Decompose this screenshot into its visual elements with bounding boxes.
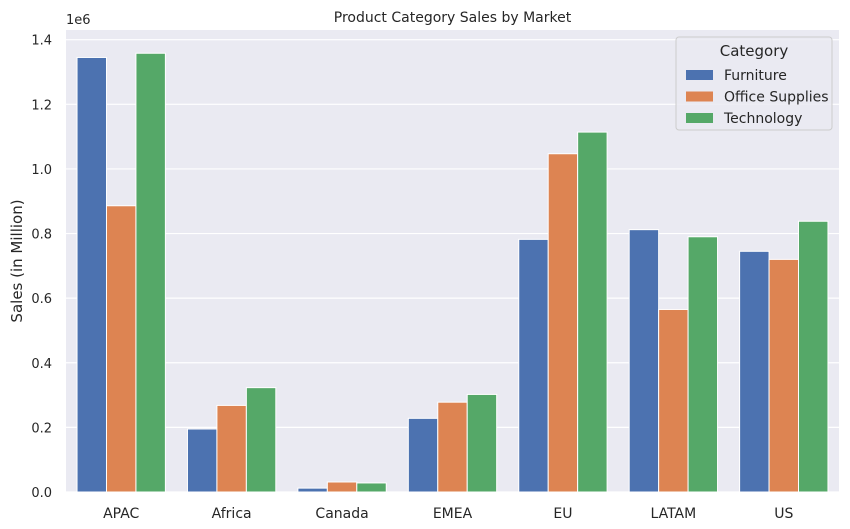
y-tick-label: 1.4 (31, 34, 52, 49)
bar-furniture-apac (76, 56, 107, 493)
legend-label: Technology (723, 111, 802, 127)
bar-office-supplies-us (768, 258, 800, 493)
bars (76, 52, 829, 493)
y-tick-label: 0.4 (31, 357, 52, 372)
x-tick-label: APAC (103, 506, 139, 522)
bar-furniture-canada (297, 487, 328, 493)
x-tick-label: US (774, 506, 793, 522)
x-tick-label: Canada (315, 506, 368, 522)
x-tick-label: EMEA (433, 506, 473, 522)
bar-office-supplies-emea (437, 401, 468, 493)
y-tick-label: 1.0 (31, 163, 52, 178)
bar-furniture-latam (628, 229, 660, 493)
y-tick-label: 0.2 (31, 421, 52, 436)
bar-technology-latam (687, 236, 719, 493)
bar-furniture-eu (518, 238, 549, 493)
legend-swatch-office-supplies (686, 91, 713, 102)
bar-technology-emea (466, 393, 498, 493)
chart-title: Product Category Sales by Market (334, 10, 572, 26)
bar-office-supplies-africa (216, 404, 247, 493)
y-axis-label: Sales (in Million) (8, 199, 26, 322)
bar-technology-us (798, 220, 829, 493)
x-tick-labels: APAC Africa Canada EMEA EU LATAM US (103, 506, 793, 522)
bar-office-supplies-latam (658, 308, 689, 493)
bar-furniture-emea (407, 417, 439, 493)
bar-technology-canada (356, 482, 387, 493)
bar-office-supplies-eu (547, 153, 579, 493)
legend-swatch-furniture (686, 70, 713, 80)
x-tick-label: LATAM (650, 506, 696, 522)
bar-office-supplies-apac (105, 205, 137, 493)
legend: Category Furniture Office Supplies Technol… (675, 36, 833, 131)
bar-technology-africa (245, 387, 277, 493)
y-axis-offset-label: 1e6 (66, 13, 91, 28)
legend-swatch-technology (686, 113, 713, 123)
bar-technology-apac (135, 52, 166, 493)
x-tick-label: EU (553, 506, 572, 522)
bar-furniture-africa (186, 428, 218, 493)
y-tick-label: 0.6 (31, 292, 52, 307)
bar-furniture-us (739, 250, 770, 493)
x-tick-label: Africa (212, 506, 252, 522)
legend-label: Office Supplies (724, 90, 829, 106)
legend-box (675, 36, 833, 131)
legend-title: Category (720, 42, 789, 60)
bar-office-supplies-canada (326, 481, 358, 493)
y-tick-label: 0.8 (31, 228, 52, 243)
legend-label: Furniture (724, 68, 787, 84)
y-tick-label: 1.2 (31, 98, 52, 113)
y-tick-labels: 0.0 0.2 0.4 0.6 0.8 1.0 1.2 1.4 (31, 34, 52, 501)
y-tick-label: 0.0 (31, 486, 52, 501)
bar-technology-eu (577, 131, 608, 493)
legend-items: Furniture Office Supplies Technology (686, 68, 829, 127)
